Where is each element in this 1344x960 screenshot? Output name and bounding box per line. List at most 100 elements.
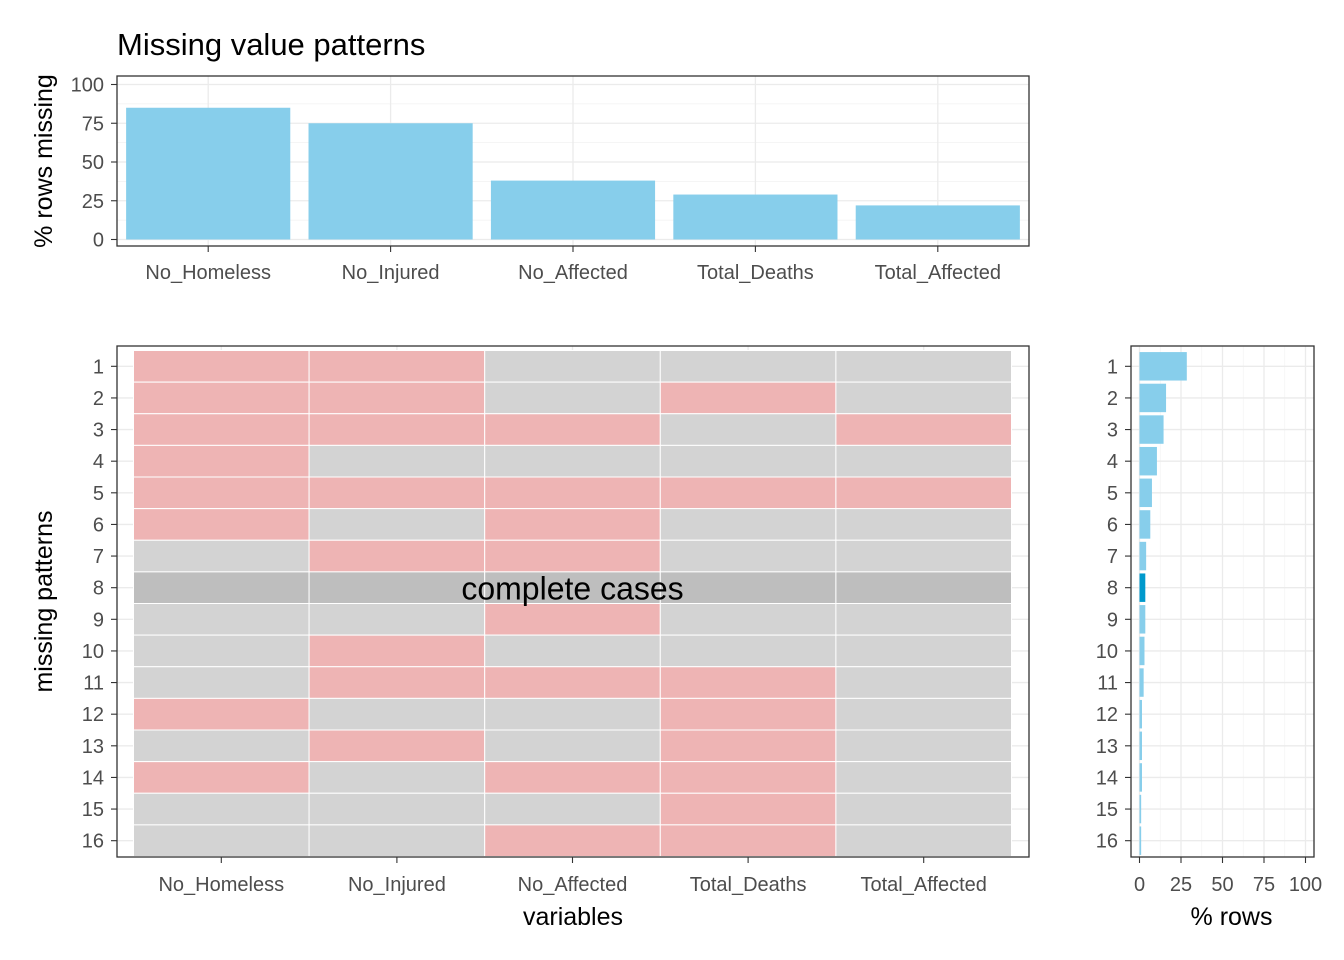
heatmap-cell-13-No_Injured: [308, 729, 486, 763]
heatmap-cell-12-No_Affected: [484, 697, 661, 731]
heatmap-cell-15-No_Injured: [308, 792, 486, 826]
heatmap-cell-14-No_Injured: [308, 761, 486, 794]
heatmap-cell-3-No_Affected: [484, 413, 661, 446]
side-y-tick-label: 2: [1107, 388, 1118, 410]
top-y-tick-label: 75: [82, 113, 104, 135]
heatmap-x-tick-label: No_Injured: [348, 874, 446, 896]
heatmap-cell-12-No_Homeless: [133, 697, 310, 731]
heatmap-cell-3-No_Injured: [308, 413, 486, 446]
side-x-tick-label: 100: [1289, 874, 1322, 896]
heatmap-cell-14-No_Homeless: [133, 761, 310, 794]
heatmap-y-tick-label: 3: [93, 420, 104, 442]
side-y-tick-label: 10: [1096, 641, 1118, 663]
heatmap-cell-13-Total_Affected: [835, 729, 1013, 763]
heatmap-cell-16-No_Injured: [308, 824, 486, 857]
heatmap-y-tick-label: 5: [93, 483, 104, 505]
heatmap-cell-16-No_Homeless: [133, 824, 310, 857]
side-x-tick-label: 25: [1170, 874, 1192, 896]
heatmap-cell-4-No_Homeless: [133, 444, 310, 478]
heatmap-y-tick-label: 6: [93, 514, 104, 536]
heatmap-cell-8-No_Injured: [308, 571, 486, 604]
heatmap-cell-12-No_Injured: [308, 697, 486, 731]
heatmap-cell-14-Total_Affected: [835, 761, 1013, 794]
heatmap-cell-6-Total_Affected: [835, 508, 1013, 541]
top-y-tick-label: 25: [82, 191, 104, 213]
top-bar-No_Homeless: [126, 107, 291, 240]
heatmap-x-tick-label: No_Homeless: [158, 874, 284, 896]
heatmap-y-axis-title: missing patterns: [30, 510, 58, 692]
side-bar-6: [1139, 510, 1151, 539]
top-y-axis-title: % rows missing: [30, 74, 58, 248]
top-x-tick-label: Total_Deaths: [697, 262, 814, 284]
pattern-heatmap-panel: complete cases12345678910111213141516No_…: [30, 345, 1030, 931]
heatmap-cell-16-Total_Deaths: [659, 824, 837, 857]
side-y-tick-label: 9: [1107, 609, 1118, 631]
heatmap-cell-1-No_Affected: [484, 350, 661, 383]
side-bar-2: [1139, 383, 1167, 413]
heatmap-cell-3-Total_Affected: [835, 413, 1013, 446]
side-y-tick-label: 8: [1107, 578, 1118, 600]
heatmap-cell-5-No_Injured: [308, 476, 486, 510]
heatmap-cell-2-No_Affected: [484, 381, 661, 415]
heatmap-cell-7-Total_Affected: [835, 539, 1013, 573]
heatmap-y-tick-label: 10: [82, 641, 104, 663]
top-bar-Total_Deaths: [673, 194, 838, 240]
heatmap-x-axis-title: variables: [523, 903, 623, 931]
heatmap-y-tick-label: 9: [93, 609, 104, 631]
heatmap-cell-9-No_Injured: [308, 603, 486, 636]
side-y-tick-label: 15: [1096, 799, 1118, 821]
side-bar-4: [1139, 446, 1157, 476]
heatmap-cell-1-No_Homeless: [133, 350, 310, 383]
heatmap-y-tick-label: 11: [83, 673, 104, 695]
heatmap-cell-4-No_Affected: [484, 444, 661, 478]
heatmap-cell-5-Total_Affected: [835, 476, 1013, 510]
side-bar-15: [1139, 794, 1142, 824]
heatmap-cell-6-No_Homeless: [133, 508, 310, 541]
heatmap-cell-11-No_Affected: [484, 666, 661, 699]
heatmap-cell-9-No_Affected: [484, 603, 661, 636]
heatmap-y-tick-label: 8: [93, 578, 104, 600]
heatmap-cell-7-No_Injured: [308, 539, 486, 573]
side-y-tick-label: 6: [1107, 514, 1118, 536]
heatmap-y-tick-label: 13: [82, 736, 104, 758]
top-x-tick-label: No_Injured: [342, 262, 440, 284]
heatmap-cell-12-Total_Deaths: [659, 697, 837, 731]
heatmap-cell-9-Total_Deaths: [659, 603, 837, 636]
side-bar-9: [1139, 605, 1146, 634]
heatmap-cell-6-Total_Deaths: [659, 508, 837, 541]
heatmap-y-tick-label: 15: [82, 799, 104, 821]
heatmap-cell-14-Total_Deaths: [659, 761, 837, 794]
side-y-tick-label: 16: [1096, 831, 1118, 853]
heatmap-cell-5-Total_Deaths: [659, 476, 837, 510]
heatmap-cell-8-Total_Deaths: [659, 571, 837, 604]
heatmap-cell-9-No_Homeless: [133, 603, 310, 636]
top-x-tick-label: Total_Affected: [875, 262, 1001, 284]
heatmap-cell-15-No_Affected: [484, 792, 661, 826]
heatmap-cell-2-No_Homeless: [133, 381, 310, 415]
heatmap-cell-2-No_Injured: [308, 381, 486, 415]
side-x-tick-label: 50: [1211, 874, 1233, 896]
heatmap-cell-3-No_Homeless: [133, 413, 310, 446]
side-y-tick-label: 4: [1107, 451, 1118, 473]
top-bar-Total_Affected: [855, 205, 1020, 240]
heatmap-cell-4-Total_Affected: [835, 444, 1013, 478]
side-y-tick-label: 1: [1107, 356, 1118, 378]
heatmap-y-tick-label: 14: [82, 767, 104, 789]
heatmap-y-tick-label: 12: [82, 704, 104, 726]
top-y-tick-label: 0: [93, 230, 104, 252]
side-bar-1: [1139, 352, 1187, 381]
side-bar-13: [1139, 731, 1142, 761]
top-x-tick-label: No_Homeless: [145, 262, 271, 284]
top-y-tick-label: 50: [82, 152, 104, 174]
side-bar-12: [1139, 699, 1142, 729]
heatmap-cell-8-Total_Affected: [835, 571, 1013, 604]
heatmap-cell-7-Total_Deaths: [659, 539, 837, 573]
heatmap-x-tick-label: Total_Deaths: [690, 874, 807, 896]
heatmap-cell-8-No_Homeless: [133, 571, 310, 604]
heatmap-y-tick-label: 2: [93, 388, 104, 410]
heatmap-cell-11-No_Homeless: [133, 666, 310, 699]
side-bar-16: [1139, 826, 1142, 855]
top-y-tick-label: 100: [71, 75, 104, 97]
heatmap-cell-6-No_Affected: [484, 508, 661, 541]
